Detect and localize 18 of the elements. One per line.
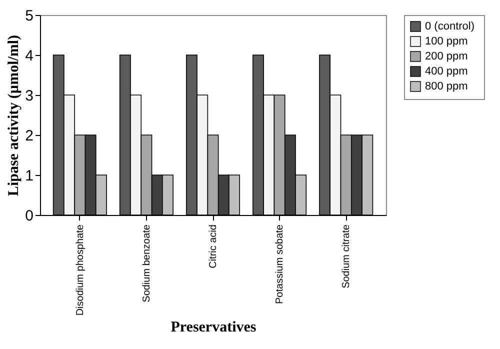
y-tick-label: 2 — [25, 128, 34, 144]
x-axis-title: Preservatives — [170, 320, 256, 336]
legend-label: 200 ppm — [425, 50, 468, 62]
y-tick-label: 3 — [25, 88, 34, 104]
legend-label: 100 ppm — [425, 36, 468, 48]
y-tick-label: 5 — [25, 8, 34, 24]
legend-label: 800 ppm — [425, 80, 468, 92]
y-tick-label: 0 — [25, 208, 34, 224]
x-tick-label: Disodium phosphate — [74, 224, 86, 316]
x-tick-label: Sodium benzoate — [141, 224, 152, 302]
x-tick-label: Sodium citrate — [341, 224, 352, 288]
legend-label: 0 (control) — [425, 20, 475, 32]
x-tick-label: Citric acid — [208, 224, 219, 268]
y-axis-title: Lipase activity (µmol/ml) — [6, 34, 22, 196]
y-tick-label: 1 — [25, 168, 34, 184]
x-tick-label: Potassium sobate — [274, 224, 286, 304]
legend-label: 400 ppm — [425, 66, 468, 78]
y-tick-label: 4 — [25, 48, 34, 64]
